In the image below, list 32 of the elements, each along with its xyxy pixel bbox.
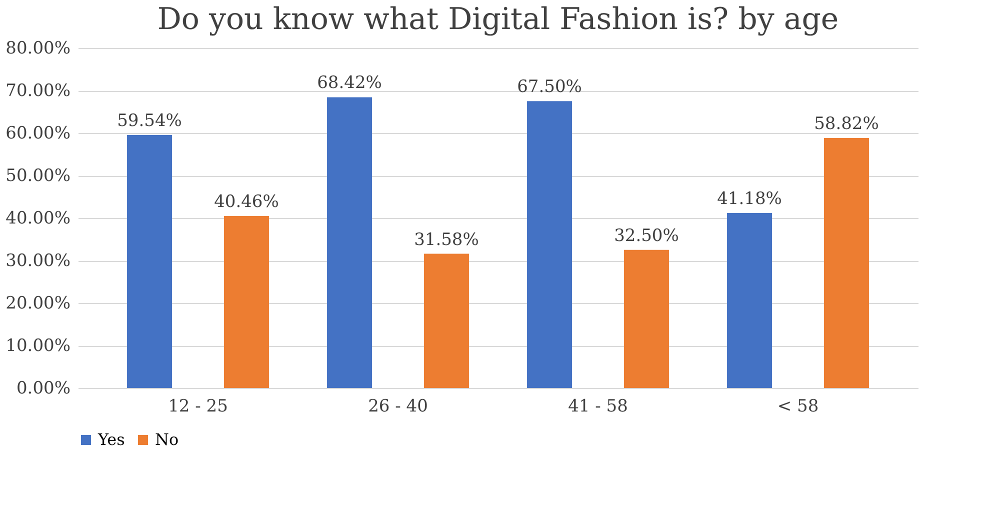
bar [424, 254, 469, 388]
y-tick-label: 60.00% [6, 124, 70, 144]
bar [824, 138, 869, 388]
data-label: 32.50% [614, 226, 679, 246]
bar [624, 250, 669, 388]
data-label: 68.42% [317, 73, 382, 94]
data-label: 67.50% [517, 77, 582, 98]
legend-label: Yes [97, 430, 125, 449]
x-tick-label: 12 - 25 [168, 396, 228, 416]
bar [224, 216, 269, 388]
y-tick-label: 0.00% [16, 378, 70, 398]
bar [127, 134, 172, 388]
y-tick-label: 40.00% [6, 208, 70, 228]
data-label: 58.82% [814, 114, 879, 134]
legend-label: No [155, 430, 179, 449]
y-tick-label: 80.00% [6, 38, 70, 58]
data-label: 31.58% [414, 230, 479, 250]
y-tick-label: 70.00% [6, 81, 70, 101]
bar [727, 212, 772, 388]
bar [527, 101, 572, 388]
data-label: 59.54% [117, 110, 182, 131]
chart-title: Do you know what Digital Fashion is? by age [157, 2, 839, 37]
y-tick-label: 10.00% [6, 336, 70, 356]
data-label: 41.18% [717, 188, 782, 209]
x-tick-label: 26 - 40 [368, 396, 428, 416]
x-tick-label: < 58 [777, 396, 819, 416]
y-tick-label: 30.00% [6, 251, 70, 271]
y-tick-label: 50.00% [6, 166, 70, 186]
y-tick-label: 20.00% [6, 294, 70, 314]
bar [327, 97, 372, 388]
x-tick-label: 41 - 58 [568, 396, 628, 416]
data-label: 40.46% [214, 192, 279, 212]
